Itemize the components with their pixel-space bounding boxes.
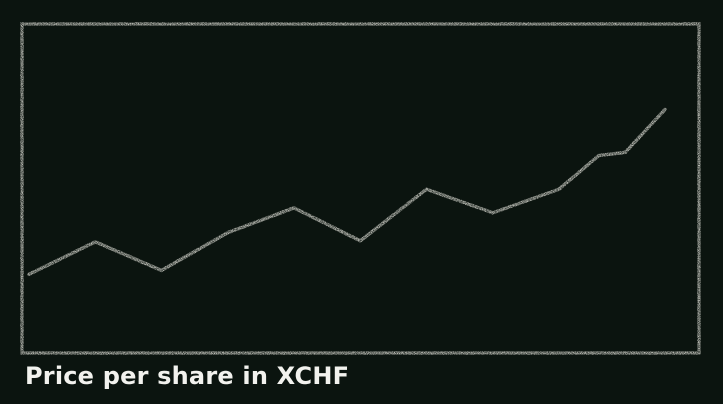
chart-caption: Price per share in XCHF	[25, 362, 350, 390]
data-point-8	[558, 188, 560, 190]
series-line	[27, 107, 667, 277]
plot-frame	[20, 22, 701, 355]
data-point-7	[492, 212, 494, 214]
data-point-5	[359, 240, 361, 242]
data-point-2	[160, 269, 162, 271]
data-point-4	[293, 207, 295, 209]
data-point-6	[425, 188, 427, 190]
series-layer	[27, 107, 667, 277]
data-point-10	[624, 151, 626, 153]
data-point-11	[664, 108, 666, 110]
data-point-3	[227, 231, 229, 233]
data-point-0	[28, 273, 30, 275]
data-point-9	[598, 154, 600, 156]
data-point-1	[94, 241, 96, 243]
